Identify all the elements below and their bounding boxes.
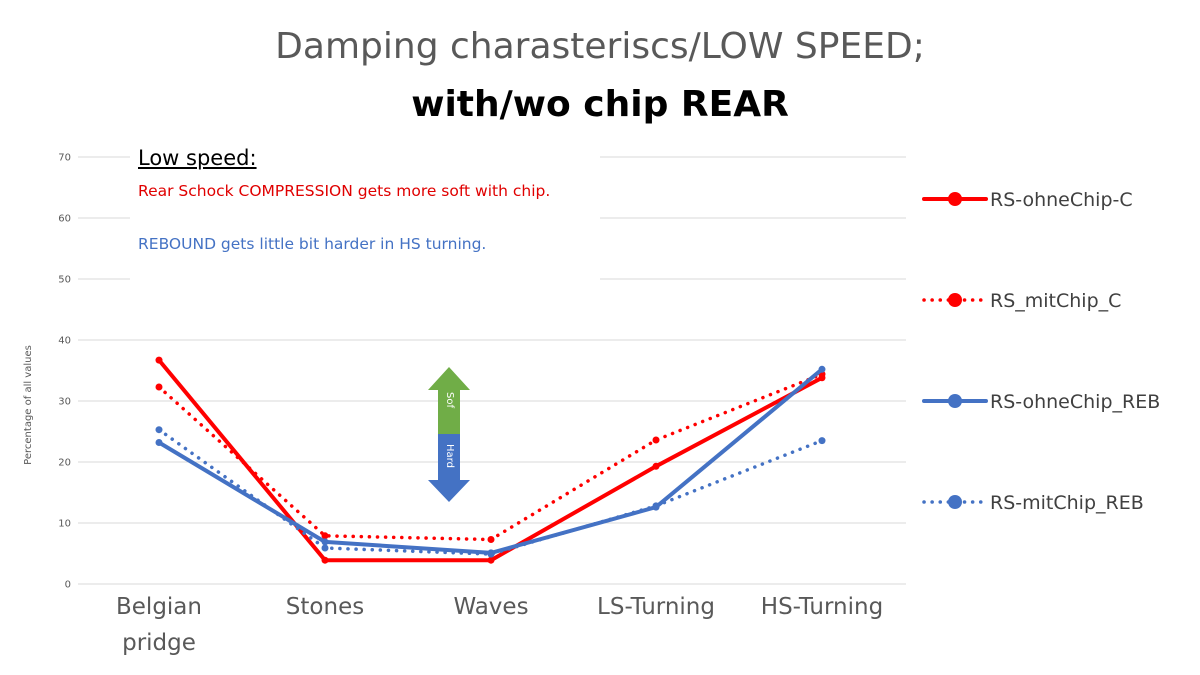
x-category-label: Waves	[453, 594, 528, 620]
data-point	[321, 556, 329, 564]
hard-arrow-label: Hard	[444, 444, 455, 468]
x-category-label: Stones	[286, 594, 364, 620]
legend: RS-ohneChip-C RS_mitChip_C RS-ohneChip_REB…	[922, 189, 1160, 514]
legend-swatch-marker	[948, 293, 962, 307]
y-tick-label: 20	[58, 458, 71, 469]
annotation-compression-text: Rear Schock COMPRESSION gets more soft w…	[138, 182, 551, 200]
data-point	[155, 439, 163, 446]
data-point	[155, 356, 163, 364]
legend-label: RS_mitChip_C	[990, 290, 1121, 312]
series-line	[157, 358, 824, 563]
data-point	[155, 426, 163, 434]
series-RS-ohneChip-C	[155, 356, 826, 564]
data-point	[321, 538, 329, 546]
data-point	[321, 532, 329, 540]
soft-arrow-up	[428, 367, 470, 434]
y-tick-label: 60	[58, 214, 71, 225]
y-axis-label: Percentage of all values	[23, 345, 34, 465]
data-point	[487, 556, 495, 564]
series-RS-mitChip_REB	[155, 426, 826, 558]
x-category-label: Belgian pridge	[116, 594, 202, 656]
series-lines	[155, 356, 826, 564]
legend-label: RS-mitChip_REB	[990, 492, 1144, 514]
y-tick-labels: 0 10 20 30 40 50 60 70	[58, 153, 71, 591]
data-point	[487, 550, 495, 558]
series-RS_mitChip_C	[155, 370, 826, 543]
legend-label: RS-ohneChip_REB	[990, 391, 1160, 413]
data-point	[652, 462, 660, 470]
legend-swatch-marker	[948, 495, 962, 509]
legend-label: RS-ohneChip-C	[990, 189, 1133, 211]
y-tick-label: 10	[58, 519, 71, 530]
legend-swatch-marker	[948, 394, 962, 408]
series-RS-ohneChip_REB	[155, 365, 826, 557]
y-tick-label: 40	[58, 336, 71, 347]
y-tick-label: 0	[65, 580, 71, 591]
legend-entry: RS-ohneChip-C	[922, 189, 1133, 211]
annotation-rebound-text: REBOUND gets little bit harder in HS tur…	[138, 235, 487, 253]
soft-hard-arrow: Sof Hard	[428, 367, 470, 502]
data-point	[818, 365, 826, 373]
chart-title: Damping charasteriscs/LOW SPEED;	[275, 26, 925, 67]
x-category-label: LS-Turning	[597, 594, 715, 620]
legend-swatch-marker	[948, 192, 962, 206]
y-tick-label: 30	[58, 397, 71, 408]
chart-subtitle: with/wo chip REAR	[411, 84, 789, 125]
data-point	[652, 502, 660, 510]
data-point	[652, 436, 660, 444]
data-point	[818, 437, 826, 445]
series-line	[157, 427, 824, 556]
x-category-label: HS-Turning	[761, 594, 883, 620]
y-tick-label: 50	[58, 275, 71, 286]
legend-entry: RS-mitChip_REB	[922, 492, 1144, 514]
series-line	[157, 372, 824, 542]
legend-entry: RS_mitChip_C	[922, 290, 1121, 312]
annotation-heading: Low speed:	[138, 146, 257, 170]
x-category-labels: Belgian pridge Stones Waves LS-Turning HS-Tur…	[116, 594, 883, 656]
annotation-box	[130, 140, 600, 280]
data-point	[321, 544, 329, 552]
soft-arrow-label: Sof	[444, 392, 455, 408]
legend-entry: RS-ohneChip_REB	[922, 391, 1160, 413]
series-line	[157, 367, 824, 555]
hard-arrow-down	[428, 434, 470, 502]
y-tick-label: 70	[58, 153, 71, 164]
data-point	[155, 383, 163, 391]
data-point	[487, 536, 495, 543]
